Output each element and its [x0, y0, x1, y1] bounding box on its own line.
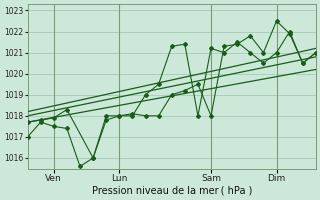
X-axis label: Pression niveau de la mer ( hPa ): Pression niveau de la mer ( hPa )	[92, 186, 252, 196]
